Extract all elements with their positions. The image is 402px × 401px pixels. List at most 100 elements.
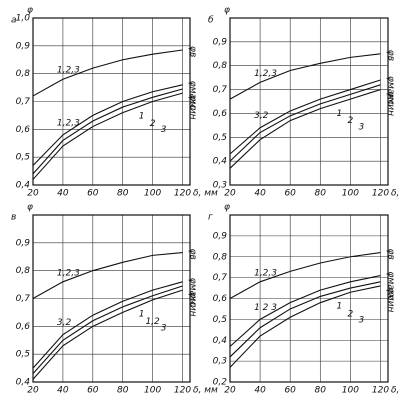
curve-label: φв — [386, 50, 396, 61]
x-tick-label: 100 — [144, 189, 161, 199]
curve — [32, 285, 183, 375]
y-tick-label: 0,6 — [16, 322, 31, 332]
curve-label: φмин — [386, 288, 396, 313]
y-axis-label: φ — [27, 203, 33, 213]
group-label: 1,2,3 — [57, 118, 80, 128]
x-tick-label: 40 — [57, 189, 69, 199]
curve-label: φв — [386, 249, 396, 260]
curve — [229, 84, 381, 162]
curve-label: φмин — [386, 92, 396, 117]
x-tick-label: 80 — [117, 189, 129, 199]
curve — [32, 84, 183, 166]
plot-frame — [229, 17, 389, 186]
curve-label: φв — [188, 46, 198, 57]
y-tick-label: 0,8 — [16, 69, 31, 79]
curve — [32, 289, 183, 380]
y-axis-label: φ — [224, 6, 230, 16]
y-tick-label: 0,9 — [16, 238, 31, 248]
y-tick-label: 0,5 — [213, 133, 228, 143]
y-axis-label: φ — [224, 203, 230, 213]
y-tick-label: 0,9 — [16, 41, 31, 51]
series-label: 1 — [337, 109, 343, 119]
curve — [32, 92, 183, 180]
y-tick-label: 0,8 — [16, 266, 31, 276]
y-tick-label: 0,5 — [16, 350, 31, 360]
y-tick-label: 0,2 — [213, 378, 228, 388]
x-tick-label: 20 — [224, 386, 236, 396]
y-tick-label: 0,6 — [16, 125, 31, 135]
x-tick-label: 60 — [87, 386, 99, 396]
curve-label: φмин — [188, 292, 198, 317]
plot-frame — [32, 17, 191, 186]
y-tick-label: 0,8 — [213, 252, 228, 262]
curve — [229, 281, 381, 358]
y-tick-label: 0,7 — [16, 294, 31, 304]
x-tick-label: 80 — [315, 386, 327, 396]
curve — [32, 252, 183, 299]
x-tick-label: 120 — [174, 386, 191, 396]
series-label: 3 — [359, 123, 365, 133]
y-tick-label: 0,4 — [213, 157, 228, 167]
y-tick-label: 0,6 — [213, 109, 228, 119]
series-label: 3 — [161, 323, 167, 333]
x-tick-label: 20 — [224, 189, 236, 199]
group-label: 1 2 3 — [254, 303, 277, 313]
x-tick-label: 100 — [342, 386, 359, 396]
x-tick-label: 100 — [342, 189, 359, 199]
curve — [32, 88, 183, 175]
y-tick-label: 0,7 — [213, 273, 228, 283]
y-tick-label: 0,3 — [213, 357, 228, 367]
y-tick-label: 0,9 — [213, 231, 228, 241]
x-tick-label: 20 — [27, 386, 39, 396]
panel-letter: б — [208, 16, 214, 26]
panel-letter: а — [11, 16, 17, 26]
x-tick-label: 40 — [254, 386, 266, 396]
y-tick-label: 0,8 — [213, 61, 228, 71]
y-tick-label: 0,7 — [16, 97, 31, 107]
series-label: 3 — [359, 316, 365, 326]
y-tick-label: 0,6 — [213, 294, 228, 304]
series-label: 1,2,3 — [57, 268, 80, 278]
curve-label: φмакс — [386, 272, 396, 301]
x-tick-label: 80 — [117, 386, 129, 396]
y-tick-label: 0,7 — [213, 85, 228, 95]
series-label: 3 — [161, 125, 167, 135]
y-tick-label: 1,0 — [16, 14, 31, 24]
curve — [32, 281, 183, 369]
curve — [229, 53, 381, 100]
x-tick-label: 120 — [174, 189, 191, 199]
x-tick-label: 120 — [372, 189, 389, 199]
curve — [229, 274, 381, 347]
series-label: 2 — [150, 119, 156, 129]
y-tick-label: 0,4 — [16, 378, 31, 388]
x-tick-label: 60 — [87, 189, 99, 199]
x-tick-label: 120 — [372, 386, 389, 396]
curve-label: φмакс — [188, 81, 198, 110]
curve — [229, 89, 381, 169]
y-tick-label: 0,4 — [16, 181, 31, 191]
y-tick-label: 0,5 — [16, 153, 31, 163]
x-tick-label: 60 — [284, 386, 296, 396]
x-axis-label: δ, мм — [193, 386, 218, 396]
series-label: 1,2 — [145, 317, 160, 327]
y-tick-label: 0,5 — [213, 315, 228, 325]
panel-letter: в — [11, 213, 16, 223]
series-label: 2 — [348, 116, 354, 126]
y-tick-label: 0,9 — [213, 37, 228, 47]
series-label: 1 — [139, 310, 145, 320]
series-label: 1,2,3 — [57, 66, 80, 76]
y-tick-label: 0,4 — [213, 336, 228, 346]
curve-label: φмакс — [386, 76, 396, 105]
x-tick-label: 80 — [315, 189, 327, 199]
x-axis-label: δ, мм — [391, 386, 402, 396]
series-label: 1 — [139, 111, 145, 121]
y-axis-label: φ — [27, 6, 33, 16]
group-label: 3,2 — [254, 111, 269, 121]
x-tick-label: 100 — [144, 386, 161, 396]
panel-letter: г — [208, 213, 213, 223]
y-tick-label: 0,3 — [213, 181, 228, 191]
curve — [229, 285, 381, 368]
x-tick-label: 20 — [27, 189, 39, 199]
x-axis-label: δ, мм — [193, 189, 218, 199]
